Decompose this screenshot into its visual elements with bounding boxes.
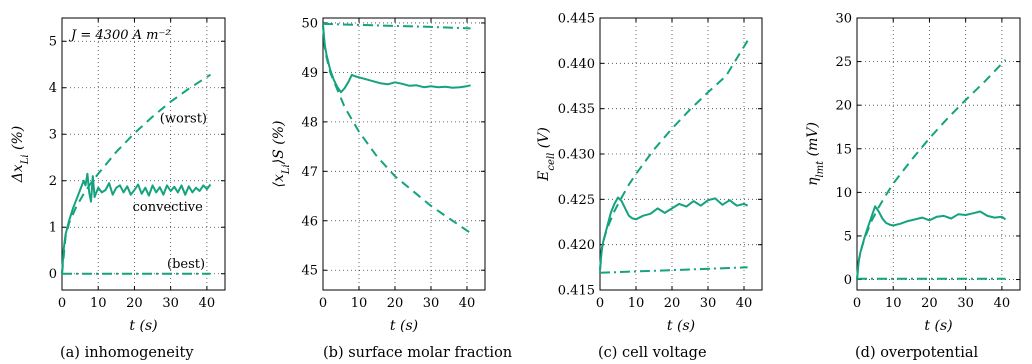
panel-c: 0 10 20 30 40 0.415 0.420 0.425 0.430 0.435 0.440 0… [536, 12, 763, 361]
panel-caption: (a) inhomogeneity [60, 345, 194, 361]
axis-frame [856, 17, 1021, 291]
x-tick-label: 30 [423, 296, 440, 311]
y-tick-label: 0 [49, 267, 57, 282]
y-tick-label: 0.430 [558, 148, 595, 163]
series-line-dashed [599, 40, 749, 271]
y-tick-label: 10 [835, 186, 852, 201]
series-line-solid [856, 205, 1007, 280]
y-tick-label: 20 [835, 99, 852, 114]
x-tick-label: 0 [319, 296, 327, 311]
series-line-dashdot [322, 22, 471, 30]
y-tick-label: 48 [301, 115, 318, 130]
axis-frame [61, 17, 226, 291]
series-line-dashed [61, 73, 212, 274]
series-line-dashdot [599, 266, 748, 274]
y-tick-label: 0.415 [558, 284, 595, 299]
y-tick-label: 15 [835, 142, 852, 157]
x-tick-label: 20 [664, 296, 681, 311]
y-tick-label: 0.420 [558, 238, 595, 253]
y-axis-label: ηlmt (mV) [805, 122, 826, 186]
y-tick-label: 1 [49, 221, 57, 236]
x-tick-label: 0 [853, 296, 861, 311]
y-tick-label: 50 [301, 16, 318, 31]
x-tick-label: 10 [351, 296, 368, 311]
x-tick-label: 20 [921, 296, 938, 311]
y-tick-label: 4 [49, 81, 57, 96]
y-tick-label: 25 [835, 55, 852, 70]
panel-a: 0 10 20 30 40 0 1 2 3 4 5 J = 4300 A m⁻² (worst) conv… [10, 17, 226, 361]
panel-b: 0 10 20 30 40 45 46 47 48 49 50 t (s) ⟨xLi⟩S (%) (b) … [271, 16, 512, 361]
x-tick-label: 20 [387, 296, 404, 311]
y-tick-label: 45 [301, 264, 318, 279]
x-tick-label: 20 [126, 296, 143, 311]
x-tick-label: 40 [459, 296, 476, 311]
y-tick-label: 0 [844, 273, 852, 288]
series-line-dashed [856, 59, 1007, 280]
annotation: (worst) [160, 112, 207, 127]
panel-caption: (b) surface molar fraction [323, 345, 512, 361]
x-tick-label: 30 [700, 296, 717, 311]
y-axis-label: Ecell (V) [536, 127, 557, 182]
annotation: J = 4300 A m⁻² [68, 28, 171, 43]
y-tick-label: 0.445 [558, 12, 595, 27]
x-tick-label: 30 [162, 296, 179, 311]
y-tick-label: 47 [301, 165, 318, 180]
y-tick-label: 2 [49, 174, 57, 189]
panel-caption: (c) cell voltage [598, 345, 707, 361]
axis-frame [322, 17, 486, 291]
series-line-solid [61, 172, 212, 274]
panel-d: 0 10 20 30 40 0 5 10 15 20 25 30 t (s) ηlmt (mV) (d) o… [805, 12, 1021, 361]
y-tick-label: 0.425 [558, 193, 595, 208]
x-tick-label: 0 [596, 296, 604, 311]
x-tick-label: 40 [736, 296, 753, 311]
x-tick-label: 10 [90, 296, 107, 311]
x-tick-label: 40 [994, 296, 1011, 311]
y-tick-label: 0.440 [558, 57, 595, 72]
y-axis-label: ⟨xLi⟩S (%) [271, 121, 292, 188]
x-axis-label: t (s) [390, 318, 418, 334]
x-tick-label: 10 [628, 296, 645, 311]
x-tick-label: 10 [885, 296, 902, 311]
x-axis-label: t (s) [129, 318, 157, 334]
y-tick-label: 49 [301, 66, 318, 81]
y-tick-label: 5 [844, 229, 852, 244]
x-tick-label: 40 [199, 296, 216, 311]
y-tick-label: 3 [49, 128, 57, 143]
y-tick-label: 0.435 [558, 102, 595, 117]
series-line-dashed [322, 25, 472, 234]
panel-caption: (d) overpotential [855, 345, 979, 361]
annotation: convective [133, 200, 204, 215]
series-line-solid [322, 25, 471, 94]
x-tick-label: 30 [957, 296, 974, 311]
x-tick-label: 0 [58, 296, 66, 311]
x-axis-label: t (s) [667, 318, 695, 334]
y-axis-label: ΔxLi (%) [10, 126, 31, 184]
y-tick-label: 30 [835, 12, 852, 27]
annotation: (best) [167, 257, 205, 272]
series-line-solid [599, 196, 749, 271]
y-tick-label: 46 [301, 214, 318, 229]
y-tick-label: 5 [49, 35, 57, 50]
x-axis-label: t (s) [924, 318, 952, 334]
